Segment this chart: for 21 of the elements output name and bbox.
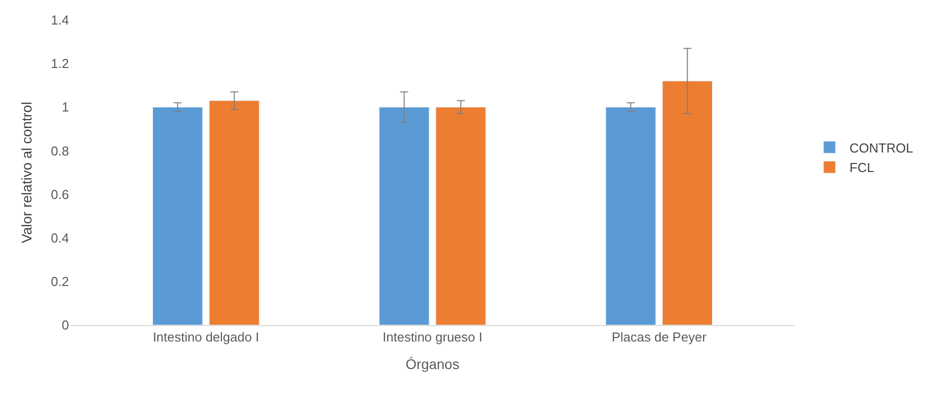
y-tick-label: 0.4 <box>50 230 69 246</box>
y-tick-label: 0.2 <box>50 274 69 289</box>
bar <box>152 106 203 325</box>
y-tick-label: 1 <box>62 100 69 115</box>
bar <box>436 106 486 325</box>
y-tick-label: 1.2 <box>50 56 69 72</box>
bar <box>379 106 430 325</box>
y-axis-title: Valor relativo al control <box>18 102 35 244</box>
legend-label: FCL <box>850 160 874 176</box>
bar <box>662 80 713 325</box>
y-tick-label: 0 <box>62 318 69 333</box>
y-tick-label: 0.8 <box>50 143 69 158</box>
bar <box>209 100 260 325</box>
x-tick-label: Intestino grueso I <box>382 330 482 345</box>
y-tick-label: 0.6 <box>50 186 69 202</box>
x-axis-title: Órganos <box>406 356 460 372</box>
x-tick-label: Placas de Peyer <box>612 330 708 345</box>
x-tick-label: Intestino delgado I <box>152 330 260 345</box>
y-tick-label: 1.4 <box>50 12 69 28</box>
legend-label: CONTROL <box>850 140 914 156</box>
bar <box>606 106 656 325</box>
